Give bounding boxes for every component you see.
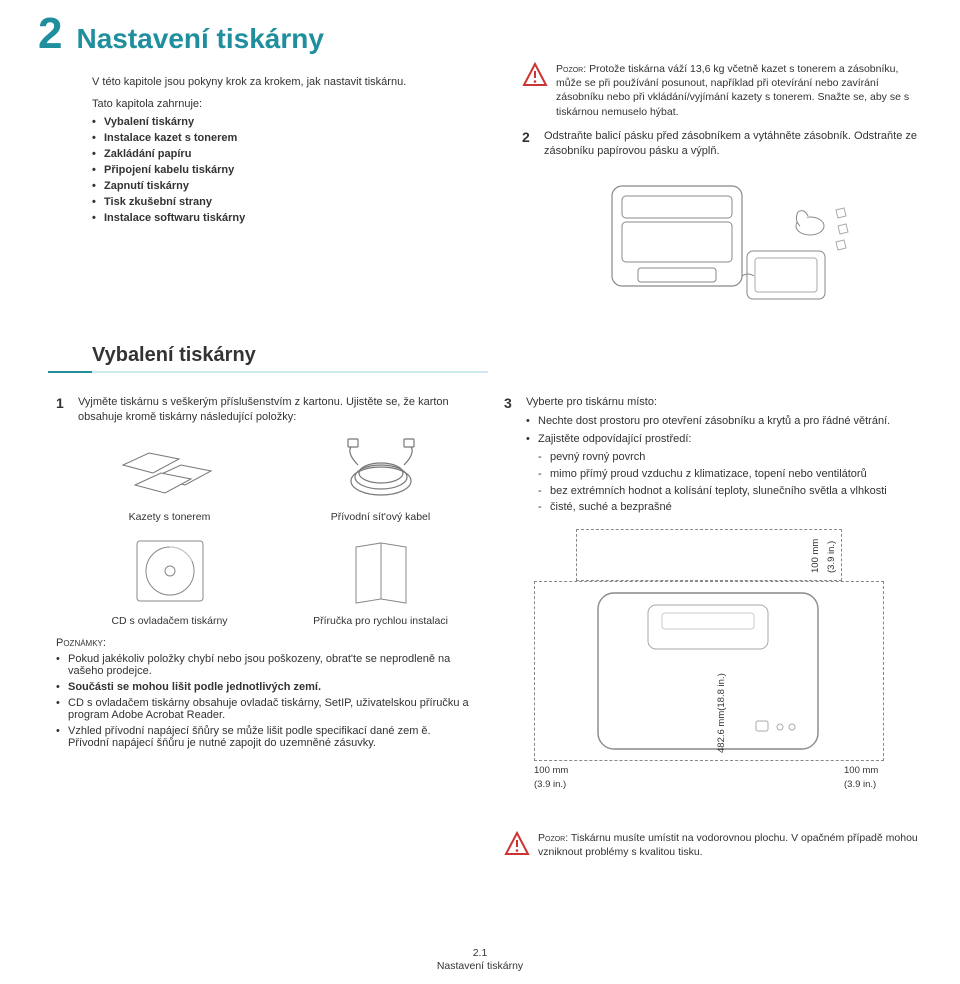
section-heading: Vybalení tiskárny	[92, 344, 922, 367]
step-2-number: 2	[522, 129, 536, 145]
list-item: pevný rovný povrch	[538, 450, 890, 465]
step-3-body: Vyberte pro tiskárnu místo: Nechte dost …	[526, 395, 890, 517]
printer-tray-illustration	[522, 166, 922, 316]
warning-2-text: Pozor: Tiskárnu musíte umístit na vodoro…	[538, 831, 922, 859]
step-3-label: Vyberte pro tiskárnu místo:	[526, 396, 657, 408]
dim-right-mm: 100 mm	[844, 765, 878, 776]
chapter-includes-label: Tato kapitola zahrnuje:	[92, 98, 492, 110]
dim-left-in: (3.9 in.)	[534, 779, 566, 790]
warning-box-1: Pozor: Protože tiskárna váží 13,6 kg vče…	[522, 62, 922, 119]
fig-cable-label: Přívodní sít'ový kabel	[331, 511, 430, 523]
chapter-number: 2	[38, 12, 62, 56]
list-item: Připojení kabelu tiskárny	[92, 164, 492, 176]
toner-icon	[115, 435, 225, 505]
notes-label: Poznámky	[56, 637, 103, 649]
step-2: 2 Odstraňte balicí pásku před zásobníkem…	[522, 129, 922, 159]
guide-icon	[326, 533, 436, 609]
list-item: CD s ovladačem tiskárny obsahuje ovladač…	[56, 697, 474, 721]
list-item: Nechte dost prostoru pro otevření zásobn…	[526, 414, 890, 429]
fig-cd: CD s ovladačem tiskárny	[111, 533, 227, 627]
cable-icon	[326, 435, 436, 505]
list-item: Zajistěte odpovídající prostředí:	[526, 432, 890, 447]
upper-columns: V této kapitole jsou pokyny krok za krok…	[38, 62, 922, 316]
list-item: Vzhled přívodní napájecí šňůry se může l…	[56, 725, 474, 749]
lower-columns: 1 Vyjměte tiskárnu s veškerým příslušens…	[38, 385, 922, 869]
section-underline	[48, 371, 488, 373]
list-item: bez extrémních hodnot a kolísání teploty…	[538, 484, 890, 499]
printer-top-view-icon	[592, 587, 824, 755]
dim-top-in: (3.9 in.)	[826, 541, 837, 573]
notes-list: Pokud jakékoliv položky chybí nebo jsou …	[56, 653, 474, 749]
page-footer: 2.1 Nastavení tiskárny	[0, 947, 960, 974]
chapter-title: Nastavení tiskárny	[76, 24, 323, 55]
caution-icon	[522, 62, 548, 88]
warning-2-label: Pozor	[538, 832, 565, 844]
list-item: Instalace kazet s tonerem	[92, 132, 492, 144]
step-3: 3 Vyberte pro tiskárnu místo: Nechte dos…	[504, 395, 922, 517]
warning-1-body: : Protože tiskárna váží 13,6 kg včetně k…	[556, 63, 909, 118]
list-item: Zakládání papíru	[92, 148, 492, 160]
chapter-includes-list: Vybalení tiskárny Instalace kazet s tone…	[92, 116, 492, 224]
right-column-bottom: 3 Vyberte pro tiskárnu místo: Nechte dos…	[504, 385, 922, 869]
warning-box-2: Pozor: Tiskárnu musíte umístit na vodoro…	[504, 831, 922, 859]
dim-left-mm: 100 mm	[534, 765, 568, 776]
dim-depth: 482.6 mm(18.8 in.)	[716, 674, 727, 754]
fig-toner: Kazety s tonerem	[115, 435, 225, 523]
dim-right-in: (3.9 in.)	[844, 779, 876, 790]
step-2-text: Odstraňte balicí pásku před zásobníkem a…	[544, 129, 922, 159]
left-column-bottom: 1 Vyjměte tiskárnu s veškerým příslušens…	[56, 385, 474, 869]
step-1-text: Vyjměte tiskárnu s veškerým příslušenstv…	[78, 395, 474, 425]
notes-box: Poznámky: Pokud jakékoliv položky chybí …	[56, 637, 474, 749]
list-item: mimo přímý proud vzduchu z klimatizace, …	[538, 467, 890, 482]
list-item: Instalace softwaru tiskárny	[92, 212, 492, 224]
warning-2-body: : Tiskárnu musíte umístit na vodorovnou …	[538, 832, 918, 858]
list-item: Pokud jakékoliv položky chybí nebo jsou …	[56, 653, 474, 677]
list-item: Tisk zkušební strany	[92, 196, 492, 208]
cd-icon	[115, 533, 225, 609]
accessories-grid: Kazety s tonerem Přívodní sít'ový kabel	[76, 435, 474, 627]
step-3-number: 3	[504, 395, 518, 411]
list-item: Zapnutí tiskárny	[92, 180, 492, 192]
fig-guide: Příručka pro rychlou instalaci	[313, 533, 448, 627]
step-3-bullets: Nechte dost prostoru pro otevření zásobn…	[526, 414, 890, 447]
warning-1-text: Pozor: Protože tiskárna váží 13,6 kg vče…	[556, 62, 922, 119]
fig-cable: Přívodní sít'ový kabel	[326, 435, 436, 523]
footer-page-number: 2.1	[0, 947, 960, 961]
warning-1-label: Pozor	[556, 63, 583, 75]
left-column-top: V této kapitole jsou pokyny krok za krok…	[92, 62, 492, 316]
caution-icon	[504, 831, 530, 857]
footer-running-head: Nastavení tiskárny	[0, 960, 960, 974]
printer-clearance-diagram: 100 mm (3.9 in.) 100 mm (3.9 in.) 100 mm…	[504, 525, 922, 815]
fig-cd-label: CD s ovladačem tiskárny	[111, 615, 227, 627]
intro-text: V této kapitole jsou pokyny krok za krok…	[92, 76, 492, 88]
step-3-dashlist: pevný rovný povrch mimo přímý proud vzdu…	[538, 450, 890, 515]
list-item: Vybalení tiskárny	[92, 116, 492, 128]
right-column-top: Pozor: Protože tiskárna váží 13,6 kg vče…	[522, 62, 922, 316]
fig-guide-label: Příručka pro rychlou instalaci	[313, 615, 448, 627]
dim-top-mm: 100 mm	[810, 539, 821, 573]
chapter-header: 2 Nastavení tiskárny	[38, 12, 922, 56]
list-item: Součásti se mohou lišit podle jednotlivý…	[56, 681, 474, 693]
list-item: čisté, suché a bezprašné	[538, 500, 890, 515]
step-1: 1 Vyjměte tiskárnu s veškerým příslušens…	[56, 395, 474, 425]
step-1-number: 1	[56, 395, 70, 411]
fig-toner-label: Kazety s tonerem	[129, 511, 211, 523]
